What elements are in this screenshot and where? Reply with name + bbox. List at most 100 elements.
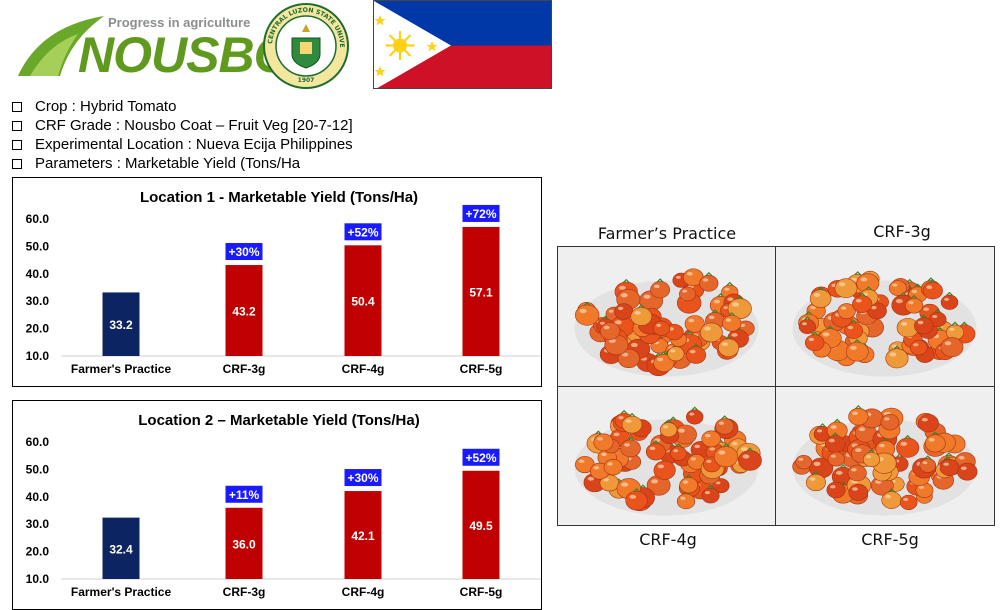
tomato-pile — [574, 406, 762, 516]
tomato — [827, 451, 845, 467]
logo-wordmark: NOUSBO — [78, 27, 292, 83]
tomato — [852, 295, 873, 313]
tomato — [701, 487, 720, 504]
chart-title: Location 2 – Marketable Yield (Tons/Ha) — [138, 412, 419, 429]
bar — [462, 470, 500, 579]
tomato — [848, 407, 869, 426]
tomato — [957, 462, 978, 481]
bar — [344, 245, 382, 356]
increase-badge — [344, 469, 382, 487]
x-category-label: CRF-3g — [223, 585, 266, 599]
increase-badge-label: +72% — [465, 207, 496, 221]
y-tick-label: 40.0 — [26, 490, 50, 504]
tomato — [939, 459, 960, 477]
chart-title: Location 1 - Marketable Yield (Tons/Ha) — [140, 189, 418, 206]
location-2-bar-chart: Location 2 – Marketable Yield (Tons/Ha) 1… — [26, 412, 541, 599]
y-tick-label: 50.0 — [26, 239, 50, 253]
location-2-chart: Location 2 – Marketable Yield (Tons/Ha) 1… — [12, 400, 542, 610]
seal-year: 1907 — [298, 77, 315, 84]
y-tick-label: 60.0 — [26, 212, 50, 226]
tomato — [848, 483, 869, 501]
tomato — [845, 341, 869, 362]
tomato-pile — [792, 405, 978, 516]
increase-badge-label: +30% — [228, 245, 259, 259]
increase-badge-label: +11% — [229, 488, 260, 502]
tomato — [805, 334, 825, 352]
tomato — [885, 348, 909, 369]
tomato — [940, 294, 959, 310]
tomato — [805, 473, 826, 492]
x-category-label: CRF-5g — [460, 362, 503, 376]
tomato — [795, 454, 813, 470]
tomato — [881, 491, 902, 509]
y-tick-label: 50.0 — [26, 462, 50, 476]
increase-badge — [225, 485, 263, 503]
tomato — [940, 337, 964, 358]
tomato — [826, 481, 846, 499]
tomato — [847, 464, 867, 482]
tomato — [909, 340, 928, 356]
bar — [225, 507, 263, 579]
experiment-details-list: Crop : Hybrid Tomato CRF Grade : Nousbo … — [12, 97, 353, 173]
bar-value-label: 43.2 — [232, 305, 256, 319]
increase-badge-label: +30% — [347, 471, 378, 485]
tomato — [575, 304, 600, 326]
bullet-text: CRF Grade : Nousbo Coat – Fruit Veg [20-… — [35, 117, 353, 134]
tomato-pile — [792, 270, 977, 377]
tomato — [899, 494, 918, 510]
tomato-photo-crf-5g — [775, 386, 995, 526]
tomato — [922, 281, 943, 300]
bar — [225, 265, 263, 356]
tomato — [653, 460, 676, 480]
logo-tagline: Progress in agriculture — [108, 15, 251, 30]
tomato — [679, 477, 699, 494]
tomato — [713, 446, 739, 468]
increase-badge-label: +52% — [465, 451, 496, 465]
tomato — [679, 286, 696, 302]
bar-value-label: 32.4 — [109, 542, 133, 556]
tomato — [738, 450, 762, 471]
y-tick-label: 20.0 — [26, 322, 50, 336]
bullet-text: Crop : Hybrid Tomato — [35, 98, 177, 115]
photo-label-farmers-practice: Farmer’s Practice — [597, 224, 737, 243]
tomato — [599, 322, 621, 340]
list-item: Experimental Location : Nueva Ecija Phil… — [12, 135, 353, 154]
x-category-label: CRF-5g — [460, 585, 503, 599]
checkbox-bullet-icon — [12, 120, 22, 131]
tomato — [701, 430, 721, 448]
checkbox-bullet-icon — [12, 101, 22, 112]
tomato — [919, 458, 937, 473]
x-category-label: CRF-3g — [223, 362, 266, 376]
tomato — [862, 452, 881, 468]
tomato — [834, 278, 858, 299]
tomato — [621, 415, 643, 434]
tomato — [809, 289, 832, 308]
tomato — [620, 439, 641, 458]
bar — [102, 292, 140, 356]
photo-label-crf-4g: CRF-4g — [639, 530, 697, 549]
bar-value-label: 57.1 — [469, 285, 493, 299]
y-tick-label: 60.0 — [26, 435, 50, 449]
tomato — [699, 274, 719, 292]
tomato — [896, 437, 920, 458]
bar-value-label: 49.5 — [469, 519, 493, 533]
tomato — [650, 281, 671, 299]
increase-badge — [462, 448, 500, 466]
tomato — [880, 413, 900, 431]
tomato — [652, 320, 671, 336]
increase-badge — [462, 204, 500, 222]
tomato — [686, 409, 704, 425]
y-tick-label: 10.0 — [26, 349, 50, 363]
x-category-label: Farmer's Practice — [71, 585, 172, 599]
bar-value-label: 50.4 — [351, 295, 375, 309]
x-category-label: CRF-4g — [342, 362, 385, 376]
tomato-pile — [574, 268, 759, 377]
tomato — [699, 322, 723, 343]
sun-icon — [374, 15, 438, 77]
x-category-label: Farmer's Practice — [71, 362, 172, 376]
tomato — [659, 422, 678, 438]
list-item: Crop : Hybrid Tomato — [12, 97, 353, 116]
checkbox-bullet-icon — [12, 139, 22, 150]
photo-label-crf-5g: CRF-5g — [861, 530, 919, 549]
bullet-text: Experimental Location : Nueva Ecija Phil… — [35, 136, 353, 153]
